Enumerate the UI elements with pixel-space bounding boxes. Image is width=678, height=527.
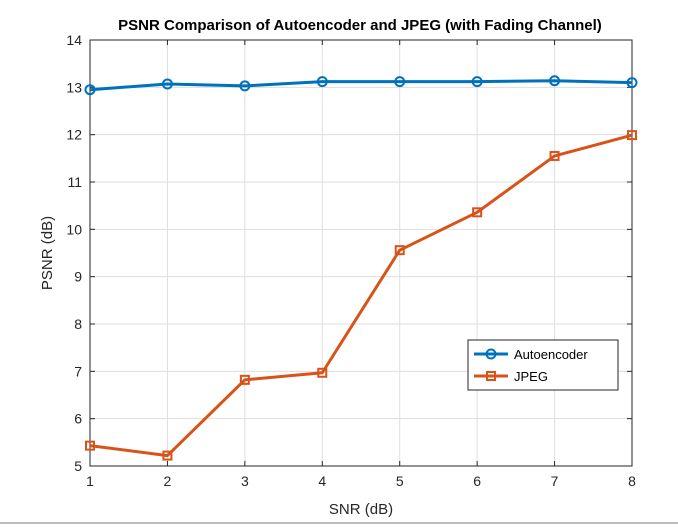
series-line-jpeg: [89, 133, 633, 458]
y-tick-label: 9: [74, 269, 82, 285]
x-tick-label: 4: [318, 473, 326, 489]
data-point-autoencoder: [471, 76, 483, 88]
y-tick-label: 6: [74, 411, 82, 427]
data-point-jpeg: [162, 450, 173, 461]
legend-label-jpeg: JPEG: [514, 369, 548, 384]
data-point-autoencoder: [394, 76, 406, 88]
legend-box: [467, 339, 619, 391]
y-tick-label: 12: [66, 127, 82, 143]
y-tick-label: 14: [66, 32, 82, 48]
x-tick-label: 1: [86, 473, 94, 489]
data-point-autoencoder: [84, 84, 96, 96]
legend-marker-autoencoder: [485, 348, 497, 360]
y-tick-label: 5: [74, 458, 82, 474]
x-axis-label: SNR (dB): [329, 501, 393, 518]
data-point-autoencoder: [239, 80, 251, 92]
y-tick-label: 8: [74, 316, 82, 332]
series-autoencoder: [84, 75, 638, 96]
legend: Autoencoder JPEG: [467, 339, 619, 391]
legend-marker-jpeg: [486, 371, 496, 381]
data-point-autoencoder: [316, 76, 328, 88]
x-tick-label: 5: [396, 473, 404, 489]
plot-area: [90, 40, 632, 466]
data-point-jpeg: [239, 374, 250, 385]
data-point-autoencoder: [549, 75, 561, 87]
x-tick-label: 7: [551, 473, 559, 489]
data-point-jpeg: [85, 440, 95, 451]
data-point-jpeg: [317, 367, 328, 378]
data-point-jpeg: [394, 245, 405, 256]
y-tick-label: 11: [67, 174, 82, 190]
legend-label-autoencoder: Autoencoder: [514, 347, 588, 362]
x-tick-label: 8: [628, 473, 636, 489]
data-point-jpeg: [472, 207, 483, 218]
x-tick-label: 3: [241, 473, 249, 489]
data-point-autoencoder: [161, 78, 173, 90]
data-point-jpeg: [549, 150, 560, 161]
x-tick-label: 6: [473, 473, 481, 489]
y-tick-label: 10: [66, 221, 82, 237]
y-tick-label: 13: [66, 79, 82, 95]
series-line-autoencoder: [89, 79, 633, 92]
y-axis-label: PSNR (dB): [39, 216, 56, 290]
data-point-jpeg: [627, 130, 637, 141]
x-tick-label: 2: [164, 473, 172, 489]
series-layer: [84, 75, 638, 461]
series-jpeg: [85, 130, 637, 461]
y-tick-label: 7: [74, 363, 82, 379]
data-point-autoencoder: [626, 77, 638, 89]
axes-box: [89, 39, 633, 467]
chart-title: PSNR Comparison of Autoencoder and JPEG …: [118, 17, 602, 34]
